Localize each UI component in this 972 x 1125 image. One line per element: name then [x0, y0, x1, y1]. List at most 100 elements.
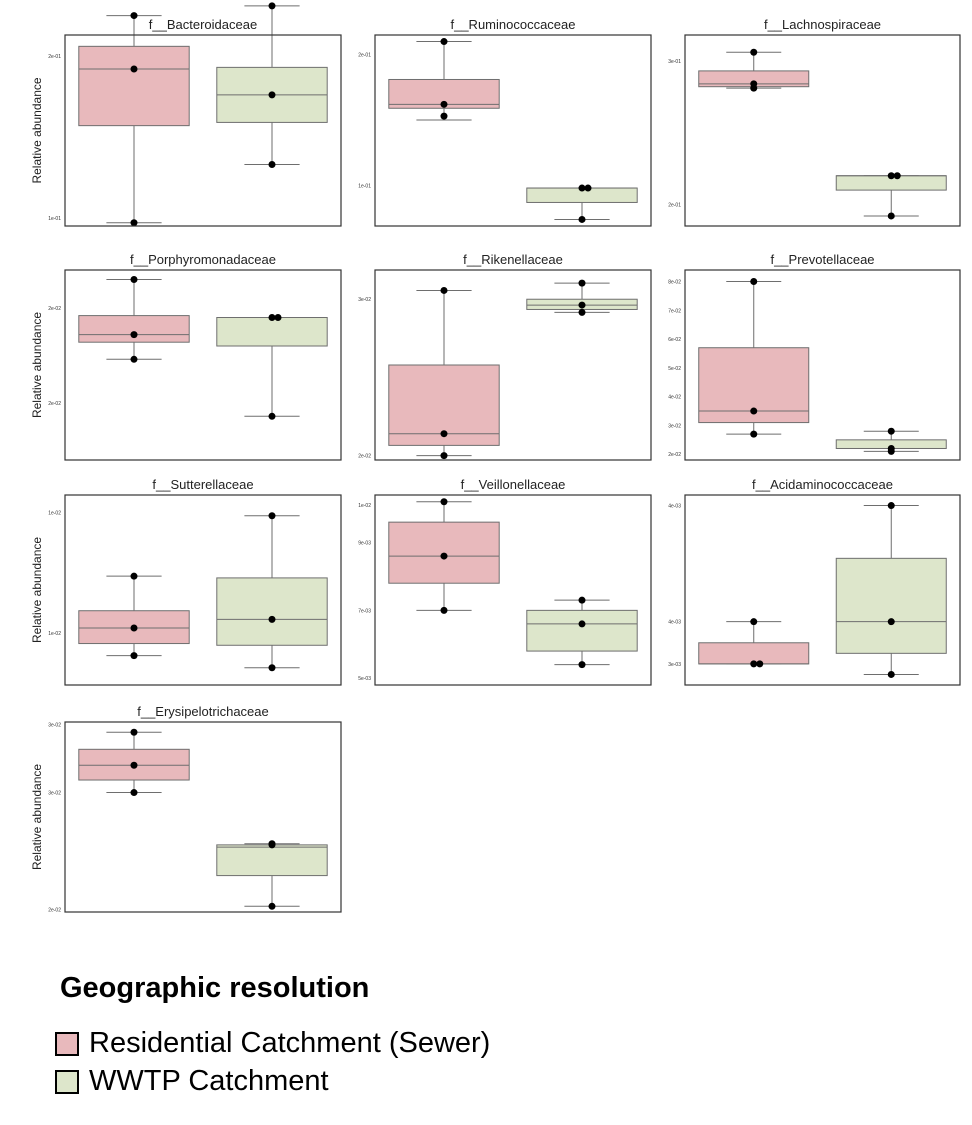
y-tick-label: 3e-01: [668, 59, 681, 65]
data-point: [268, 512, 276, 520]
y-tick-label: 2e-01: [48, 54, 61, 60]
data-point: [130, 276, 138, 283]
y-tick-label: 2e-02: [48, 908, 61, 914]
panel-frame: [64, 721, 342, 913]
panel-title: f__Sutterellaceae: [152, 477, 253, 492]
box: [216, 844, 328, 877]
y-axis-label: Relative abundance: [30, 764, 44, 870]
data-point: [578, 301, 586, 309]
data-point: [887, 618, 895, 626]
data-point: [578, 620, 586, 628]
data-point: [268, 412, 276, 420]
data-point: [893, 172, 901, 180]
data-point: [130, 572, 138, 580]
data-point: [440, 498, 448, 506]
box: [78, 45, 190, 127]
data-point: [750, 278, 758, 286]
data-point: [750, 660, 758, 668]
panel-frame: [684, 494, 961, 686]
data-point: [268, 2, 276, 10]
panel-title: f__Ruminococcaceae: [450, 17, 575, 32]
panel-title: f__Acidaminococcaceae: [752, 477, 893, 492]
legend-swatch-residential: [55, 1031, 79, 1056]
data-point: [130, 652, 138, 660]
y-tick-label: 2e-02: [358, 454, 371, 460]
data-point: [750, 430, 758, 438]
panel-frame: [64, 34, 342, 227]
data-point: [268, 615, 276, 623]
y-tick-label: 1e-01: [48, 216, 61, 222]
data-point: [130, 219, 138, 227]
y-tick-label: 5e-03: [358, 676, 371, 682]
y-tick-label: 1e-02: [358, 503, 371, 509]
y-tick-label: 7e-03: [358, 608, 371, 614]
y-tick-label: 1e-02: [48, 510, 61, 516]
box: [216, 317, 328, 347]
legend-item-wwtp: WWTP Catchment: [55, 1065, 329, 1098]
y-tick-label: 3e-02: [48, 722, 61, 728]
box: [78, 315, 190, 343]
data-point: [440, 452, 448, 460]
y-tick-label: 3e-02: [48, 791, 61, 797]
panel-title: f__Lachnospiraceae: [764, 17, 881, 32]
panel-frame: [374, 269, 652, 461]
data-point: [130, 12, 138, 20]
y-tick-label: 4e-03: [668, 504, 681, 510]
y-axis-label: Relative abundance: [30, 312, 44, 418]
y-axis-label: Relative abundance: [30, 537, 44, 643]
y-tick-label: 9e-03: [358, 541, 371, 547]
data-point: [440, 430, 448, 438]
data-point: [440, 100, 448, 108]
data-point: [440, 606, 448, 614]
data-point: [274, 314, 282, 321]
data-point: [887, 447, 895, 455]
data-point: [268, 841, 276, 849]
legend-label-residential: Residential Catchment (Sewer): [89, 1027, 491, 1059]
panel-frame: [64, 494, 342, 686]
y-tick-label: 8e-02: [668, 280, 681, 286]
data-point: [130, 761, 138, 769]
y-tick-label: 2e-01: [358, 53, 371, 59]
data-point: [887, 212, 895, 220]
panel-frame: [684, 269, 961, 461]
data-point: [750, 48, 758, 56]
legend-label-wwtp: WWTP Catchment: [89, 1065, 329, 1097]
y-tick-label: 6e-02: [668, 337, 681, 343]
y-tick-label: 4e-02: [668, 395, 681, 401]
y-tick-label: 2e-02: [48, 306, 61, 312]
data-point: [578, 279, 586, 287]
data-point: [440, 112, 448, 120]
legend-item-residential: Residential Catchment (Sewer): [55, 1027, 490, 1060]
panel-frame: [374, 34, 652, 227]
data-point: [578, 661, 586, 669]
panel-title: f__Erysipelotrichaceae: [137, 704, 269, 719]
data-point: [578, 215, 586, 223]
y-tick-label: 1e-01: [358, 183, 371, 189]
data-point: [578, 596, 586, 604]
data-point: [130, 331, 138, 339]
y-tick-label: 2e-02: [668, 452, 681, 458]
y-tick-label: 3e-02: [668, 423, 681, 429]
data-point: [756, 660, 764, 668]
box: [835, 557, 947, 654]
y-tick-label: 3e-02: [358, 297, 371, 303]
data-point: [268, 91, 276, 99]
y-tick-label: 4e-03: [668, 620, 681, 626]
data-point: [584, 184, 592, 192]
panel-frame: [64, 269, 342, 461]
data-point: [440, 38, 448, 46]
boxplot-grid: f__Bacteroidaceae Relative abundance 2e-01…: [30, 2, 961, 914]
data-point: [130, 789, 138, 797]
y-tick-label: 7e-02: [668, 308, 681, 314]
data-point: [268, 314, 276, 321]
data-point: [578, 308, 586, 316]
data-point: [130, 624, 138, 632]
y-tick-label: 1e-02: [48, 631, 61, 637]
panel-title: f__Bacteroidaceae: [149, 17, 257, 32]
data-point: [750, 84, 758, 92]
data-point: [887, 670, 895, 678]
data-point: [130, 355, 138, 363]
legend-swatch-wwtp: [55, 1069, 79, 1094]
box: [526, 609, 638, 652]
y-tick-label: 2e-01: [668, 202, 681, 208]
